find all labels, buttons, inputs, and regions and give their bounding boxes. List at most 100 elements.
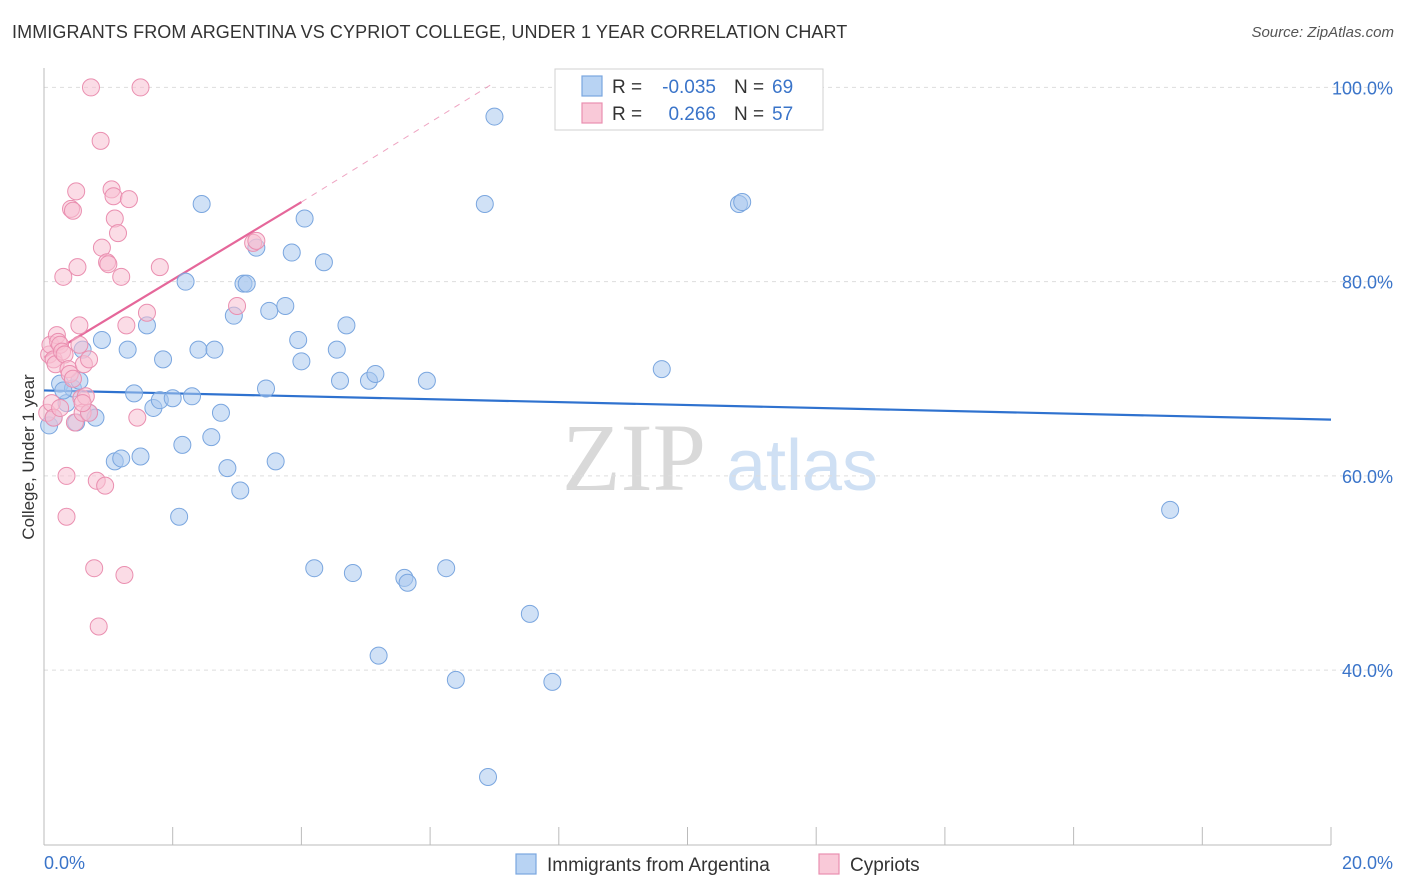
axes [43, 68, 1332, 846]
point-blue-36 [260, 301, 279, 320]
point-pink-38 [109, 224, 128, 243]
point-pink-53 [73, 394, 92, 413]
point-blue-21 [173, 435, 192, 454]
legend-n-label-pink: N = [734, 104, 764, 125]
point-blue-56 [446, 670, 465, 689]
point-pink-26 [81, 78, 100, 97]
point-blue-63 [652, 360, 671, 379]
point-blue-26 [202, 428, 221, 447]
point-blue-44 [314, 253, 333, 272]
watermark-atlas: atlas [726, 426, 878, 506]
point-blue-45 [327, 340, 346, 359]
point-blue-18 [154, 350, 173, 369]
point-blue-14 [131, 447, 150, 466]
point-pink-18 [67, 182, 86, 201]
y-axis-label: College, Under 1 year [19, 374, 38, 540]
point-blue-66 [1161, 500, 1180, 519]
y-tick-label-1: 60.0% [1342, 467, 1393, 487]
point-pink-56 [80, 350, 99, 369]
point-blue-54 [417, 371, 436, 390]
legend-n-value-blue: 69 [772, 77, 793, 98]
point-blue-11 [112, 449, 131, 468]
point-blue-59 [485, 107, 504, 126]
bottom-legend-swatch-pink [818, 853, 840, 875]
point-blue-12 [118, 340, 137, 359]
bottom-legend-label-pink: Cypriots [850, 855, 920, 876]
point-blue-61 [543, 672, 562, 691]
point-blue-60 [520, 604, 539, 623]
blue-trend-group [43, 389, 1332, 421]
point-blue-50 [366, 364, 385, 383]
points-group [38, 78, 1180, 787]
point-pink-41 [117, 316, 136, 335]
point-blue-57 [479, 768, 498, 787]
point-blue-23 [183, 387, 202, 406]
point-blue-20 [170, 507, 189, 526]
source-label: Source: ZipAtlas.com [1251, 24, 1394, 41]
watermark-zip: ZIP [562, 404, 706, 511]
chart-title: IMMIGRANTS FROM ARGENTINA VS CYPRIOT COL… [12, 22, 848, 42]
point-pink-52 [63, 369, 82, 388]
trend-line-blue [43, 389, 1332, 421]
point-blue-55 [437, 559, 456, 578]
point-pink-12 [57, 507, 76, 526]
y-tick-label-0: 40.0% [1342, 661, 1393, 681]
point-pink-27 [85, 559, 104, 578]
point-blue-28 [211, 403, 230, 422]
point-pink-30 [91, 131, 110, 150]
point-blue-65 [733, 193, 752, 212]
point-pink-45 [137, 303, 156, 322]
point-pink-34 [99, 255, 118, 274]
y-tick-label-3: 100.0% [1332, 78, 1393, 98]
point-blue-13 [125, 384, 144, 403]
point-pink-20 [70, 335, 89, 354]
point-blue-47 [337, 316, 356, 335]
series-legend: Immigrants from Argentina Cypriots [515, 853, 920, 876]
point-blue-51 [369, 646, 388, 665]
trend-line-pink-extension [301, 82, 495, 203]
point-blue-48 [343, 564, 362, 583]
x-tick-label-0: 0.0% [44, 853, 85, 873]
point-blue-46 [331, 371, 350, 390]
point-blue-67 [54, 381, 73, 400]
point-blue-27 [205, 340, 224, 359]
point-blue-39 [282, 243, 301, 262]
point-pink-43 [128, 408, 147, 427]
gridlines [44, 86, 1394, 671]
point-blue-42 [295, 209, 314, 228]
legend-r-value-pink: 0.266 [668, 104, 716, 125]
point-blue-40 [289, 330, 308, 349]
point-blue-43 [305, 559, 324, 578]
point-pink-44 [131, 78, 150, 97]
point-pink-16 [63, 201, 82, 220]
legend-swatch-pink [581, 102, 603, 124]
point-pink-46 [150, 258, 169, 277]
point-blue-37 [266, 452, 285, 471]
point-pink-50 [57, 466, 76, 485]
pink-trend-group [43, 82, 495, 359]
point-pink-47 [228, 296, 247, 315]
trend-line-pink [43, 201, 302, 359]
point-pink-54 [51, 398, 70, 417]
bottom-legend-label-blue: Immigrants from Argentina [547, 855, 770, 876]
tick-labels: 40.0% 60.0% 80.0% 100.0% 0.0% 20.0% [44, 78, 1393, 873]
point-blue-9 [92, 330, 111, 349]
legend-r-label-blue: R = [612, 77, 642, 98]
point-blue-31 [231, 481, 250, 500]
point-blue-25 [192, 194, 211, 213]
point-pink-39 [112, 267, 131, 286]
point-blue-35 [257, 379, 276, 398]
point-blue-38 [276, 296, 295, 315]
y-tick-label-2: 80.0% [1342, 273, 1393, 293]
point-pink-36 [104, 187, 123, 206]
point-pink-55 [70, 316, 89, 335]
point-blue-22 [176, 272, 195, 291]
legend-r-label-pink: R = [612, 104, 642, 125]
point-blue-53 [398, 573, 417, 592]
point-blue-24 [189, 340, 208, 359]
point-pink-37 [105, 209, 124, 228]
point-blue-33 [237, 274, 256, 293]
bottom-legend-swatch-blue [515, 853, 537, 875]
point-pink-42 [119, 190, 138, 209]
